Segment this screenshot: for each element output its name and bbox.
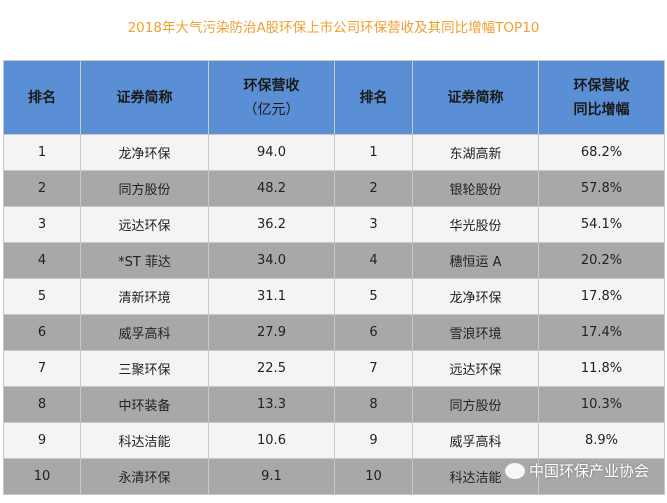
rank-cell-right: 6	[334, 314, 413, 351]
revenue-cell: 27.9	[208, 314, 335, 351]
growth-cell: 11.8%	[538, 350, 665, 387]
rank-cell: 3	[3, 206, 81, 243]
revenue-cell: 31.1	[208, 278, 335, 315]
growth-cell: 68.2%	[538, 134, 665, 171]
table-row: 9 科达洁能 10.6 9 威孚高科 8.9%	[3, 422, 665, 459]
rank-cell-right: 7	[334, 350, 413, 387]
rank-cell: 9	[3, 422, 81, 459]
header-rank-right: 排名	[334, 60, 413, 135]
growth-cell: 10.3%	[538, 386, 665, 423]
table-row: 1 龙净环保 94.0 1 东湖高新 68.2%	[3, 134, 665, 171]
rank-cell-right: 3	[334, 206, 413, 243]
growth-cell: 17.4%	[538, 314, 665, 351]
growth-cell: 20.2%	[538, 242, 665, 279]
revenue-cell: 22.5	[208, 350, 335, 387]
growth-cell	[538, 458, 665, 495]
rank-cell: 4	[3, 242, 81, 279]
revenue-cell: 10.6	[208, 422, 335, 459]
name-cell-right: 雪浪环境	[412, 314, 539, 351]
rank-cell-right: 4	[334, 242, 413, 279]
header-rank-left: 排名	[3, 60, 81, 135]
header-growth-line1: 环保营收	[573, 77, 630, 94]
rank-cell: 5	[3, 278, 81, 315]
rank-cell-right: 2	[334, 170, 413, 207]
revenue-cell: 94.0	[208, 134, 335, 171]
header-revenue: 环保营收 （亿元）	[208, 60, 335, 135]
growth-cell: 17.8%	[538, 278, 665, 315]
name-cell-right: 银轮股份	[412, 170, 539, 207]
name-cell: 中环装备	[80, 386, 209, 423]
name-cell: 同方股份	[80, 170, 209, 207]
name-cell-right: 穗恒运 A	[412, 242, 539, 279]
table-row: 4 *ST 菲达 34.0 4 穗恒运 A 20.2%	[3, 242, 665, 279]
header-row: 排名 证券简称 环保营收 （亿元） 排名 证券简称 环保营收同比增幅	[3, 60, 665, 135]
watermark-text: 中国环保产业协会	[529, 462, 650, 480]
name-cell-right: 东湖高新	[412, 134, 539, 171]
rank-cell: 8	[3, 386, 81, 423]
name-cell-right: 龙净环保	[412, 278, 539, 315]
rank-cell: 10	[3, 458, 81, 495]
rank-cell: 1	[3, 134, 81, 171]
header-name-right: 证券简称	[412, 60, 539, 135]
revenue-cell: 9.1	[208, 458, 335, 495]
rank-cell-right: 10	[334, 458, 413, 495]
name-cell: 科达洁能	[80, 422, 209, 459]
name-cell: 三聚环保	[80, 350, 209, 387]
table-row: 5 清新环境 31.1 5 龙净环保 17.8%	[3, 278, 665, 315]
rank-cell: 7	[3, 350, 81, 387]
wechat-icon	[505, 462, 525, 479]
name-cell: 威孚高科	[80, 314, 209, 351]
revenue-cell: 34.0	[208, 242, 335, 279]
growth-cell: 57.8%	[538, 170, 665, 207]
name-cell: 清新环境	[80, 278, 209, 315]
header-name-left: 证券简称	[80, 60, 209, 135]
revenue-cell: 13.3	[208, 386, 335, 423]
name-cell-right: 同方股份	[412, 386, 539, 423]
growth-cell: 54.1%	[538, 206, 665, 243]
header-revenue-line2: （亿元）	[243, 101, 300, 118]
rank-cell: 6	[3, 314, 81, 351]
header-growth-line2: 同比增幅	[573, 101, 630, 118]
revenue-cell: 48.2	[208, 170, 335, 207]
name-cell: 永清环保	[80, 458, 209, 495]
name-cell: 远达环保	[80, 206, 209, 243]
rank-cell-right: 1	[334, 134, 413, 171]
ranking-table: 排名 证券简称 环保营收 （亿元） 排名 证券简称 环保营收 同比增幅 1 龙净环保 9…	[3, 60, 665, 495]
header-revenue-line1: 环保营收	[243, 77, 300, 94]
rank-cell-right: 5	[334, 278, 413, 315]
name-cell-right: 威孚高科	[412, 422, 539, 459]
rank-cell: 2	[3, 170, 81, 207]
table-row: 7 三聚环保 22.5 7 远达环保 11.8%	[3, 350, 665, 387]
table-row: 6 威孚高科 27.9 6 雪浪环境 17.4%	[3, 314, 665, 351]
table-row: 8 中环装备 13.3 8 同方股份 10.3%	[3, 386, 665, 423]
rank-cell-right: 9	[334, 422, 413, 459]
watermark: 中国环保产业协会	[505, 460, 649, 481]
growth-cell: 8.9%	[538, 422, 665, 459]
name-cell-right: 华光股份	[412, 206, 539, 243]
name-cell-right: 远达环保	[412, 350, 539, 387]
table-row: 10 永清环保 9.1 10 科达洁能	[3, 458, 665, 495]
name-cell: *ST 菲达	[80, 242, 209, 279]
rank-cell-right: 8	[334, 386, 413, 423]
table-row: 3 远达环保 36.2 3 华光股份 54.1%	[3, 206, 665, 243]
name-cell-right: 科达洁能	[412, 458, 539, 495]
revenue-cell: 36.2	[208, 206, 335, 243]
name-cell: 龙净环保	[80, 134, 209, 171]
table-title: 2018年大气污染防治A股环保上市公司环保营收及其同比增幅TOP10	[127, 20, 540, 36]
header-growth: 环保营收 同比增幅	[538, 60, 665, 135]
table-row: 2 同方股份 48.2 2 银轮股份 57.8%	[3, 170, 665, 207]
